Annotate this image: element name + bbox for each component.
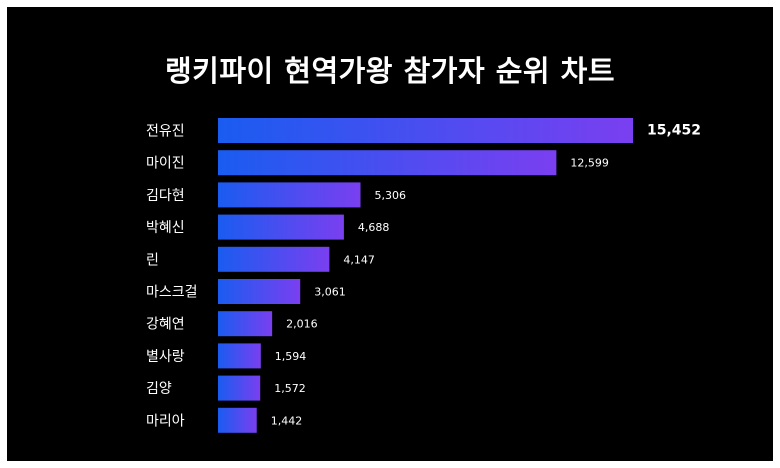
bar-rank-8 [218, 343, 261, 369]
category-label-rank-3: 김다현 [146, 188, 185, 204]
value-label-rank-2: 12,599 [570, 157, 609, 170]
category-label-rank-1: 전유진 [146, 124, 185, 140]
bars-group: 전유진 15,452 마이진 12,599 김다현 5,306 박혜신 4,688 린 4,147… [146, 118, 701, 433]
chart-title: 랭키파이 현역가왕 참가자 순위 차트 [164, 54, 616, 88]
bar-rank-7 [218, 311, 273, 337]
category-label-rank-4: 박혜신 [146, 220, 185, 236]
bar-rank-10 [218, 407, 257, 433]
category-label-rank-9: 김양 [146, 381, 172, 397]
value-label-rank-4: 4,688 [358, 221, 390, 234]
category-label-rank-2: 마이진 [146, 156, 185, 172]
value-label-rank-8: 1,594 [275, 350, 307, 363]
value-label-rank-7: 2,016 [286, 318, 318, 331]
category-label-rank-5: 린 [146, 252, 159, 268]
bar-rank-5 [218, 246, 330, 272]
category-label-rank-6: 마스크걸 [146, 285, 198, 301]
category-label-rank-8: 별사랑 [146, 349, 185, 365]
bar-rank-9 [218, 375, 261, 401]
bar-rank-4 [218, 214, 344, 240]
category-label-rank-7: 강혜연 [146, 317, 185, 333]
bar-rank-1 [218, 118, 633, 143]
value-label-rank-10: 1,442 [271, 414, 303, 427]
value-label-rank-9: 1,572 [274, 382, 306, 395]
bar-rank-2 [218, 150, 557, 176]
value-label-rank-1: 15,452 [647, 123, 701, 139]
value-label-rank-5: 4,147 [343, 253, 375, 266]
category-label-rank-10: 마리아 [146, 413, 185, 429]
bar-rank-3 [218, 182, 361, 208]
value-label-rank-3: 5,306 [375, 189, 407, 202]
value-label-rank-6: 3,061 [314, 286, 346, 299]
chart-background [7, 7, 773, 461]
bar-rank-6 [218, 279, 301, 304]
